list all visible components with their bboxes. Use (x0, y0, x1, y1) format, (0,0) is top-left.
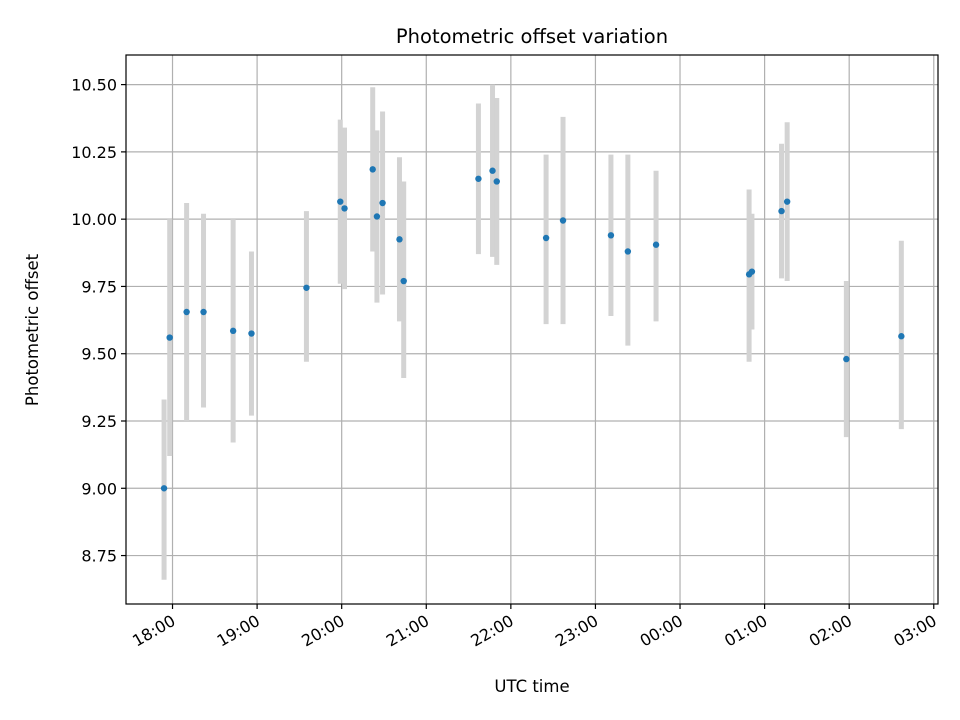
data-point (166, 334, 173, 341)
y-tick-label: 9.75 (81, 277, 117, 296)
data-point (373, 213, 381, 220)
y-axis-label: Photometric offset (23, 253, 42, 406)
data-point (229, 327, 237, 335)
x-axis-label: UTC time (494, 677, 569, 696)
data-point (396, 236, 403, 243)
y-tick-label: 9.25 (81, 412, 117, 431)
data-point (542, 234, 550, 242)
data-point (898, 333, 905, 340)
y-tick-label: 8.75 (81, 547, 117, 566)
data-point (183, 308, 190, 316)
y-tick-label: 9.50 (81, 345, 117, 364)
chart-title: Photometric offset variation (396, 25, 668, 48)
data-point (248, 330, 255, 337)
y-tick-label: 10.25 (71, 143, 117, 162)
y-tick-label: 10.50 (71, 76, 117, 95)
data-point (369, 166, 376, 173)
plot-area (126, 55, 938, 604)
data-point (489, 167, 496, 174)
data-point (748, 268, 756, 275)
data-point (493, 178, 500, 185)
data-points (160, 166, 905, 492)
data-point (559, 217, 567, 224)
data-point (400, 277, 407, 285)
data-point (200, 308, 207, 316)
data-point (843, 355, 850, 363)
data-point (337, 198, 344, 205)
data-point (379, 199, 386, 207)
data-point (778, 207, 785, 215)
data-point (303, 284, 310, 291)
data-point (652, 241, 660, 248)
data-point (624, 248, 632, 255)
y-tick-label: 10.00 (71, 210, 117, 229)
data-point (160, 485, 168, 492)
data-point (341, 205, 348, 212)
data-point (607, 232, 615, 239)
plot-frame (125, 54, 939, 605)
y-tick-label: 9.00 (81, 479, 117, 498)
data-point (475, 175, 482, 182)
data-point (783, 198, 791, 205)
